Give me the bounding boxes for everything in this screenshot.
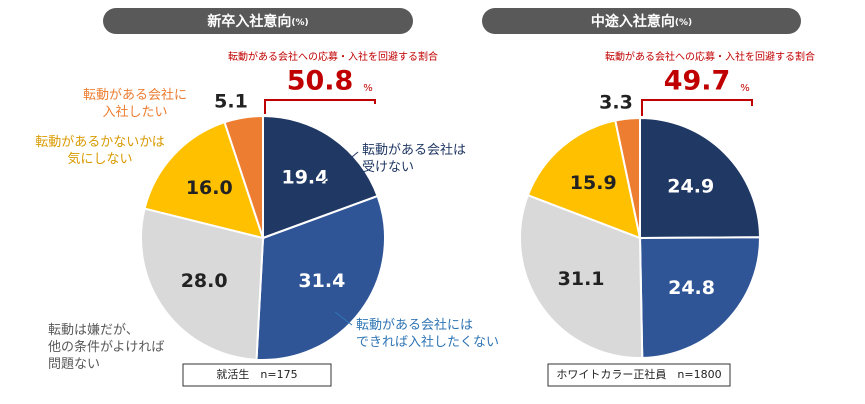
highlight-value: 50.8 [287, 66, 354, 97]
note: ホワイトカラー正社員 n=1800 [556, 367, 721, 381]
value-label: 16.0 [186, 177, 233, 199]
pie-slice [614, 116, 641, 239]
category-line: 転動は嫌だが、 [48, 323, 139, 338]
value-label: 24.8 [668, 277, 715, 299]
category-line: 問題ない [48, 357, 100, 372]
category-line: 気にしない [67, 151, 132, 167]
category-line: 転動がある会社に [83, 87, 187, 103]
bracket [641, 99, 753, 116]
annotation: 転動がある会社への応募・入社を回避する割合 [605, 50, 815, 63]
note-box [547, 363, 731, 387]
note-box [182, 363, 332, 387]
title-text: 中途入社意向 [591, 13, 675, 30]
value-label: 31.1 [558, 268, 605, 290]
category-line: 転動があるかないかは [35, 135, 164, 150]
value-label: 3.3 [599, 92, 633, 114]
title-text: 新卒入社意向 [207, 13, 291, 30]
category-line: できれば入社したくない [356, 334, 499, 350]
category-line: 他の条件がよければ [48, 339, 164, 355]
title-bar [482, 8, 801, 34]
annotation: 転動がある会社への応募・入社を回避する割合 [228, 50, 438, 63]
value-label: 19.4 [281, 167, 328, 189]
leader-line [334, 311, 353, 326]
category-label: 転動があるかないかは気にしない [35, 135, 164, 167]
value-label: 24.9 [667, 175, 714, 197]
title-unit: (%) [675, 18, 692, 28]
value-label: 31.4 [298, 270, 345, 292]
category-label: 転動がある会社は受けない [362, 142, 466, 175]
title-bar [103, 8, 413, 34]
pie-slice [639, 116, 762, 240]
pie-slice [526, 119, 642, 240]
value-label: 15.9 [570, 172, 617, 194]
pie-slice [262, 114, 379, 240]
category-label: 転動がある会社にはできれば入社したくない [356, 317, 499, 350]
category-label: 転動は嫌だが、他の条件がよければ問題ない [48, 323, 164, 372]
category-line: 入社したい [102, 104, 167, 120]
category-line: 転動がある会社には [356, 317, 473, 333]
value-label: 5.1 [214, 90, 248, 112]
highlight-unit: % [363, 83, 373, 94]
leader-line [321, 151, 359, 183]
category-line: 転動がある会社は [362, 142, 466, 158]
pie-slice [223, 114, 264, 239]
title-unit: (%) [291, 18, 308, 28]
pie-slice [638, 236, 761, 359]
chart-title: 中途入社意向(%) [591, 13, 692, 30]
category-line: 受けない [362, 160, 414, 175]
highlight-value: 49.7 [664, 66, 731, 97]
pie-slice [140, 207, 265, 361]
category-label: 転動がある会社に入社したい [83, 87, 187, 120]
pie-slice [519, 193, 644, 359]
chart-title: 新卒入社意向(%) [207, 13, 308, 30]
value-label: 28.0 [181, 270, 228, 292]
pie-slice [255, 194, 386, 361]
note: 就活生 n=175 [216, 367, 297, 381]
bracket [264, 99, 376, 114]
highlight-unit: % [740, 83, 750, 94]
